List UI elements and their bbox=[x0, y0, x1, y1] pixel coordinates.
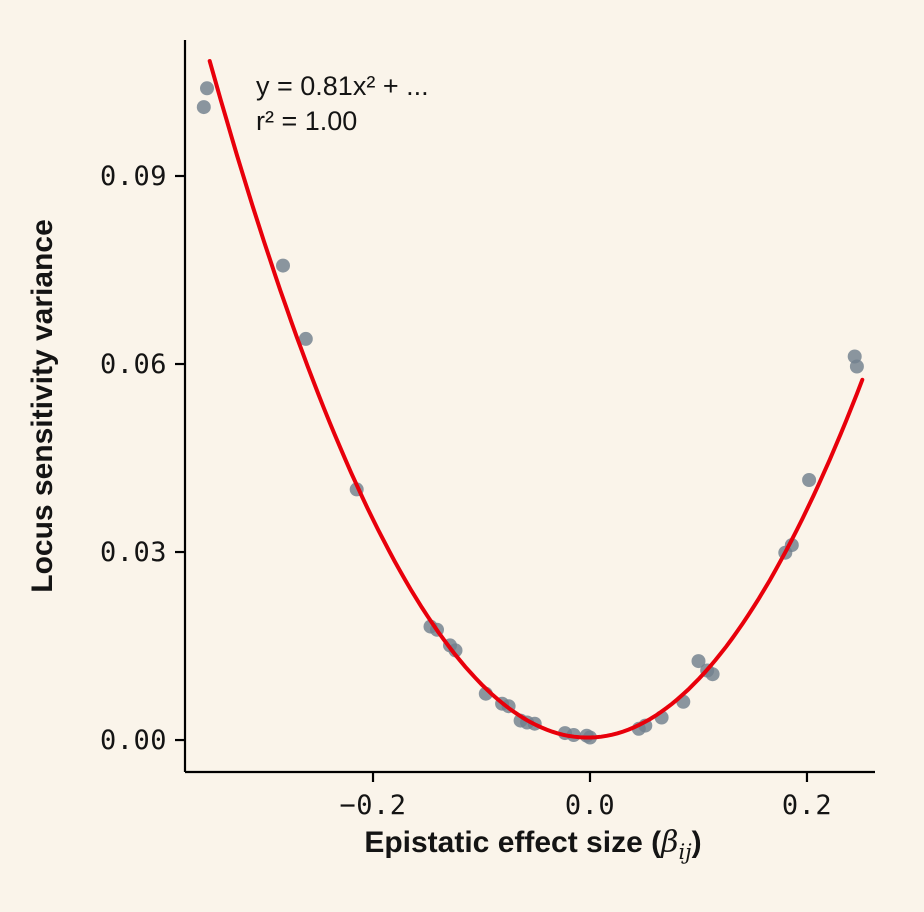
y-tick-label: 0.00 bbox=[100, 725, 167, 756]
y-tick-label: 0.03 bbox=[100, 537, 167, 568]
scatter-points bbox=[196, 81, 864, 745]
data-point bbox=[298, 331, 313, 346]
y-tick-label: 0.09 bbox=[100, 161, 167, 192]
x-axis-label-text: Epistatic effect size ( bbox=[364, 826, 661, 859]
beta-subscript: ij bbox=[678, 840, 692, 864]
data-point bbox=[448, 643, 463, 658]
x-tick-label: −0.2 bbox=[339, 790, 406, 821]
axis-ticks: 0.00 0.03 0.06 0.09 −0.2 0.0 0.2 bbox=[100, 161, 832, 821]
x-axis-label: Epistatic effect size (βij) bbox=[364, 825, 701, 864]
y-tick-label: 0.06 bbox=[100, 349, 167, 380]
data-point bbox=[196, 100, 211, 115]
y-axis-label: Locus sensitivity variance bbox=[26, 219, 59, 593]
data-point bbox=[849, 359, 864, 374]
data-point bbox=[691, 654, 706, 669]
fit-line bbox=[207, 59, 865, 740]
annotation-fit-equation: y = 0.81x² + ... bbox=[256, 71, 429, 101]
data-point bbox=[705, 667, 720, 682]
annotation-r-squared: r² = 1.00 bbox=[256, 106, 357, 136]
x-tick-label: 0.2 bbox=[782, 790, 832, 821]
axes-spines bbox=[183, 40, 875, 774]
data-point bbox=[802, 473, 817, 487]
beta-symbol: β bbox=[660, 825, 678, 860]
fit-curve bbox=[207, 59, 865, 740]
data-point bbox=[276, 258, 290, 273]
data-point bbox=[200, 81, 214, 96]
x-tick-label: 0.0 bbox=[565, 790, 615, 821]
x-axis-label-close-paren: ) bbox=[692, 826, 702, 859]
